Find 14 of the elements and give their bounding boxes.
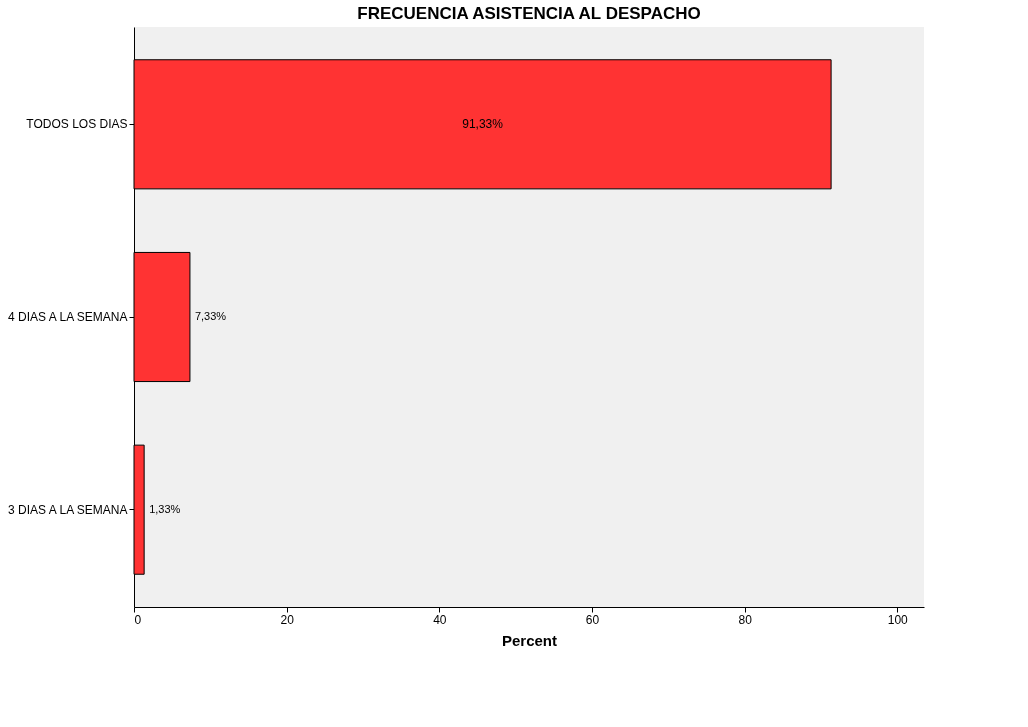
x-tick-label: 100 <box>887 612 909 627</box>
x-tick-label: 20 <box>280 612 295 627</box>
x-tick-label: 60 <box>585 612 600 627</box>
x-tick-label: 40 <box>433 612 447 627</box>
y-tick-label: 3 DIAS A LA SEMANA <box>8 502 128 517</box>
x-axis-title: Percent <box>501 631 558 649</box>
data-label: 91,33% <box>462 117 504 132</box>
x-tick-label: 80 <box>738 612 753 627</box>
data-label: 1,33% <box>149 502 181 515</box>
chart-title: FRECUENCIA ASISTENCIA AL DESPACHO <box>357 4 701 23</box>
y-tick-label: TODOS LOS DIAS <box>26 117 128 132</box>
data-label: 7,33% <box>194 310 227 322</box>
y-tick-label: 4 DIAS A LA SEMANA <box>8 310 128 324</box>
x-tick-label: 0 <box>134 612 142 627</box>
